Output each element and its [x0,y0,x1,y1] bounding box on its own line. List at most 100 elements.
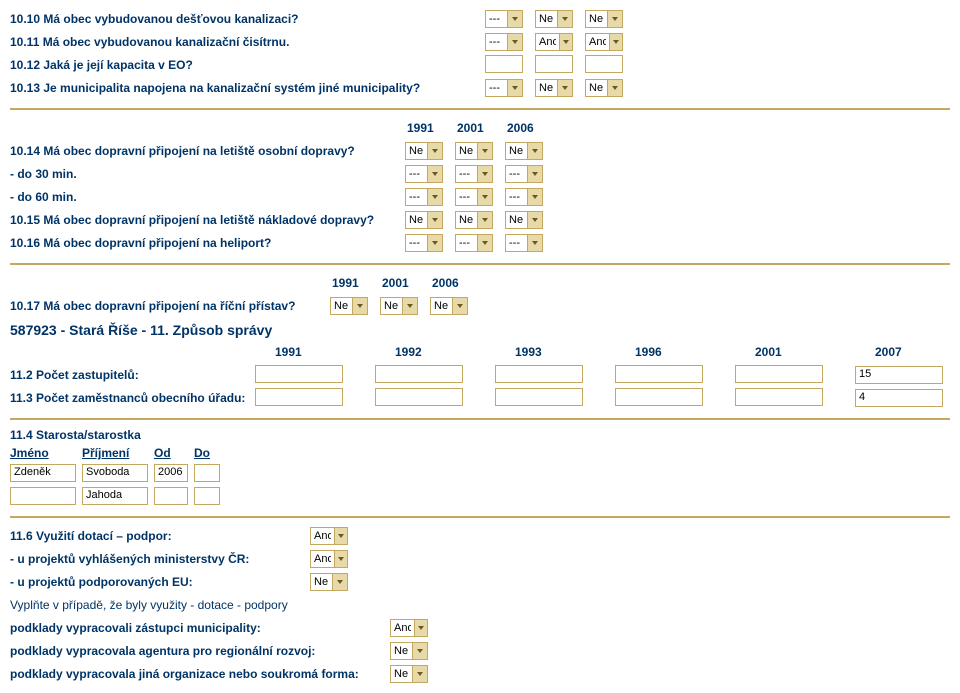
q10a-2-0-input[interactable] [485,55,523,73]
year-label: 2001 [755,345,782,359]
chevron-down-icon [412,643,427,659]
q11_6-0-select[interactable]: Ano [310,527,348,545]
q10a-0-2-select-value: Ne [589,13,604,25]
q11_6-4-select-value: Ano [394,622,411,634]
q10b-row: 10.16 Má obec dopravní připojení na heli… [10,233,950,253]
mayor-col: Příjmení [82,446,154,460]
q10b-row: - do 30 min. --- --- --- [10,164,950,184]
q11_6-0-select-value: Ano [314,530,331,542]
s11-1-1-input[interactable] [375,388,463,406]
q10a-0-0-select[interactable]: --- [485,10,523,28]
s11-1-4-input[interactable] [735,388,823,406]
chevron-down-icon [527,212,542,228]
mayor-0-3-input[interactable] [194,464,220,482]
q11_6-1-select[interactable]: Ano [310,550,348,568]
s11-0-2-input[interactable] [495,365,583,383]
mayor-1-0-input[interactable] [10,487,76,505]
q10a-label: 10.13 Je municipalita napojena na kanali… [10,81,420,95]
q10a-3-2-select[interactable]: Ne [585,79,623,97]
mayor-row: Zdeněk Svoboda 2006 [10,463,950,483]
year-label: 1991 [407,121,434,135]
q10b-1-1-select[interactable]: --- [455,165,493,183]
q10a-1-0-select[interactable]: --- [485,33,523,51]
chevron-down-icon [477,143,492,159]
chevron-down-icon [427,143,442,159]
q11_6-row: podklady vypracovali zástupci municipali… [10,618,950,638]
q10b-1-1-select-value: --- [459,168,474,180]
q10c-2-select[interactable]: Ne [430,297,468,315]
mayor-col: Do [194,446,226,460]
mayor-0-2-input[interactable]: 2006 [154,464,188,482]
chevron-down-icon [507,34,522,50]
s11-row: 11.2 Počet zastupitelů:15 [10,365,950,385]
year-label: 2006 [507,121,534,135]
chevron-down-icon [427,189,442,205]
q10b-4-2-select[interactable]: --- [505,234,543,252]
chevron-down-icon [477,166,492,182]
mayor-col: Jméno [10,446,82,460]
q10b-0-1-select[interactable]: Ne [455,142,493,160]
q10b-label: 10.15 Má obec dopravní připojení na leti… [10,213,400,227]
mayor-1-2-input[interactable] [154,487,188,505]
q10a-1-1-select[interactable]: Ano [535,33,573,51]
q10b-2-0-select[interactable]: --- [405,188,443,206]
s11-0-1-input[interactable] [375,365,463,383]
q10a-3-1-select[interactable]: Ne [535,79,573,97]
s11-0-5-input[interactable]: 15 [855,366,943,384]
q10a-label: 10.11 Má obec vybudovanou kanalizační či… [10,35,289,49]
mayor-row: Jahoda [10,486,950,506]
mayor-1-1-input[interactable]: Jahoda [82,487,148,505]
year-label: 2001 [457,121,484,135]
s11-0-4-input[interactable] [735,365,823,383]
q10b-label: 10.14 Má obec dopravní připojení na leti… [10,144,400,158]
q10c-1-select[interactable]: Ne [380,297,418,315]
q10a-0-1-select-value: Ne [539,13,554,25]
q11_6-2-select[interactable]: Ne [310,573,348,591]
chevron-down-icon [559,34,572,50]
chevron-down-icon [334,528,347,544]
mayor-1-3-input[interactable] [194,487,220,505]
q10a-1-2-select[interactable]: Ano [585,33,623,51]
q11_6-4-select[interactable]: Ano [390,619,428,637]
s11-0-3-input[interactable] [615,365,703,383]
q10a-2-2-input[interactable] [585,55,623,73]
q10b-label: - do 30 min. [10,167,400,181]
q10b-3-2-select[interactable]: Ne [505,211,543,229]
q10b-4-1-select[interactable]: --- [455,234,493,252]
q10a-3-0-select[interactable]: --- [485,79,523,97]
q10a-0-1-select[interactable]: Ne [535,10,573,28]
q10a-label: 10.10 Má obec vybudovanou dešťovou kanal… [10,12,299,26]
q10b-1-0-select[interactable]: --- [405,165,443,183]
q10a-0-0-select-value: --- [489,13,504,25]
q10b-row: 10.15 Má obec dopravní připojení na leti… [10,210,950,230]
q10a-2-1-input[interactable] [535,55,573,73]
q10a-1-0-select-value: --- [489,36,504,48]
mayor-0-1-input[interactable]: Svoboda [82,464,148,482]
q10b-3-0-select[interactable]: Ne [405,211,443,229]
s11-1-2-input[interactable] [495,388,583,406]
s11-0-0-input[interactable] [255,365,343,383]
q11_6-label: - u projektů vyhlášených ministerstvy ČR… [10,552,249,566]
q10a-0-2-select[interactable]: Ne [585,10,623,28]
q10c-0-select[interactable]: Ne [330,297,368,315]
mayor-0-0-input[interactable]: Zdeněk [10,464,76,482]
s11-1-3-input[interactable] [615,388,703,406]
q10b-3-1-select[interactable]: Ne [455,211,493,229]
q10b-1-2-select[interactable]: --- [505,165,543,183]
q10b-4-0-select[interactable]: --- [405,234,443,252]
year-label: 1996 [635,345,662,359]
s11-1-0-input[interactable] [255,388,343,406]
q10b-row: - do 60 min.--------- [10,187,950,207]
s11-years: 199119921993199620012007 [10,342,950,362]
q10b-2-1-select[interactable]: --- [455,188,493,206]
q11_6-5-select[interactable]: Ne [390,642,428,660]
chevron-down-icon [427,212,442,228]
chevron-down-icon [412,666,427,682]
q10b-2-2-select[interactable]: --- [505,188,543,206]
s11-1-5-input[interactable]: 4 [855,389,943,407]
q11_6-row: 11.6 Využití dotací – podpor:Ano [10,526,950,546]
q11_6-6-select[interactable]: Ne [390,665,428,683]
q10b-0-2-select[interactable]: Ne [505,142,543,160]
chevron-down-icon [477,212,492,228]
q10b-0-0-select[interactable]: Ne [405,142,443,160]
